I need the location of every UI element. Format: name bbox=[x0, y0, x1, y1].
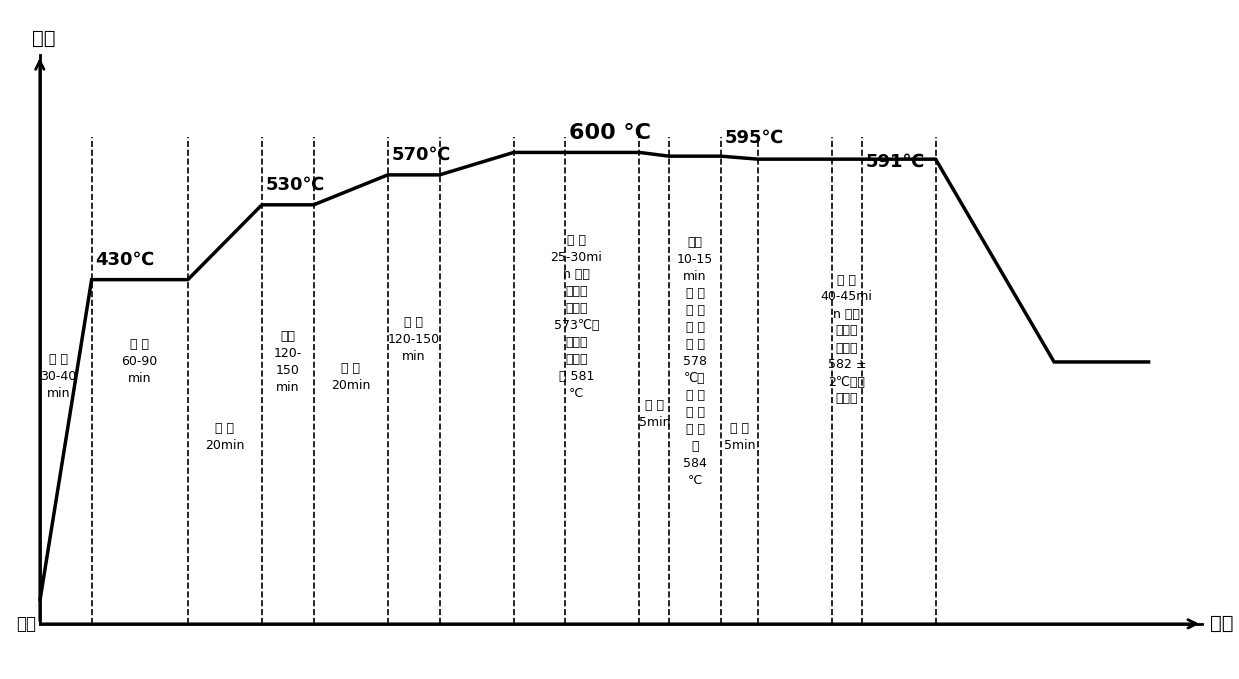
Text: 升 温
20min: 升 温 20min bbox=[331, 362, 370, 392]
Text: 保温
120-
150
min: 保温 120- 150 min bbox=[274, 330, 302, 394]
Text: 430℃: 430℃ bbox=[95, 251, 155, 268]
Text: 保 温
120-150
min: 保 温 120-150 min bbox=[388, 316, 440, 363]
Text: 降 温
5min: 降 温 5min bbox=[724, 422, 756, 452]
Text: 595℃: 595℃ bbox=[725, 128, 784, 147]
Text: 升 温
30-40
min: 升 温 30-40 min bbox=[40, 353, 77, 401]
Text: 温度: 温度 bbox=[32, 29, 56, 48]
Text: 530℃: 530℃ bbox=[265, 176, 325, 194]
Text: 保 温
40-45mi
n 最低
工件温
度达到
582 ±
2℃，断
电降温: 保 温 40-45mi n 最低 工件温 度达到 582 ± 2℃，断 电降温 bbox=[821, 274, 872, 405]
Text: 升 温
20min: 升 温 20min bbox=[206, 422, 244, 452]
Text: 600 °C: 600 °C bbox=[569, 124, 652, 143]
Text: 保温
10-15
min
最 低
工 件
温 度
达 到
578
℃，
最 高
温 度
不 超
过
584
°C: 保温 10-15 min 最 低 工 件 温 度 达 到 578 ℃， 最 高 … bbox=[676, 236, 714, 488]
Text: 室温: 室温 bbox=[16, 615, 36, 633]
Text: 时间: 时间 bbox=[1209, 614, 1233, 634]
Text: 保 温
60-90
min: 保 温 60-90 min bbox=[121, 338, 157, 386]
Text: 保 温
25-30mi
n 最低
工件温
度达到
573℃，
最高温
度不超
过 581
°C: 保 温 25-30mi n 最低 工件温 度达到 573℃， 最高温 度不超 过… bbox=[550, 234, 602, 400]
Text: 591℃: 591℃ bbox=[865, 153, 924, 171]
Text: 570℃: 570℃ bbox=[392, 146, 451, 164]
Text: 降 温
5min: 降 温 5min bbox=[638, 399, 670, 429]
